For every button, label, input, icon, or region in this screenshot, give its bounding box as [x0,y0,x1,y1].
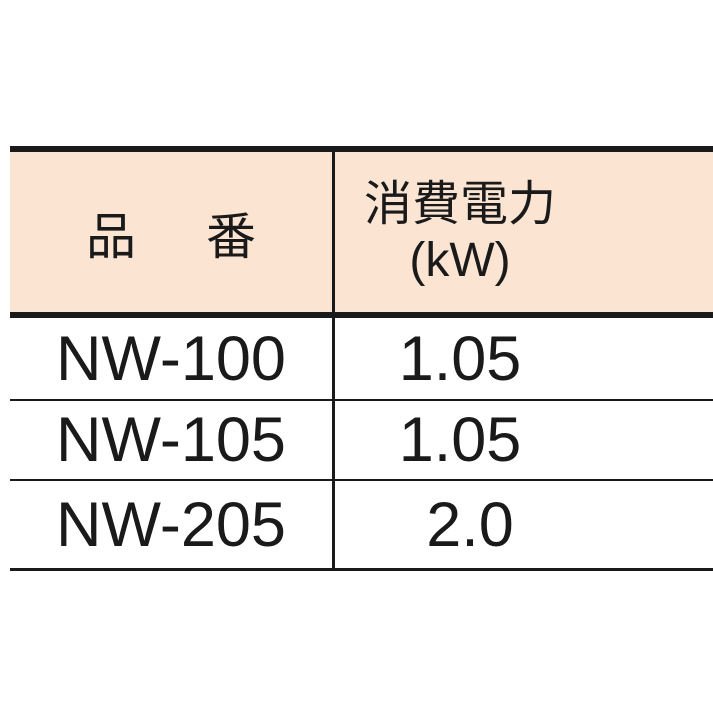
header-model-number: 品 番 [10,152,332,313]
row-1-power: 1.05 [398,323,522,394]
header-bottom-border [10,312,713,318]
table-header-background [10,152,713,313]
row-2-power: 1.05 [398,405,522,475]
header-power-consumption: 消費電力 (kW) [335,152,585,313]
table-top-border [10,146,713,152]
column-divider [332,152,335,568]
header-power-unit: (kW) [409,233,511,287]
header-model-char2: 番 [206,208,256,265]
header-power-label: 消費電力 [363,177,556,231]
row-divider [10,399,713,401]
row-divider [10,479,713,481]
row-3-power: 2.0 [426,489,514,560]
table-bottom-border [10,568,713,571]
header-model-char1: 品 [86,208,136,265]
row-2-model: NW-105 [56,405,286,475]
row-1-model: NW-100 [56,323,286,394]
row-3-model: NW-205 [56,489,286,560]
